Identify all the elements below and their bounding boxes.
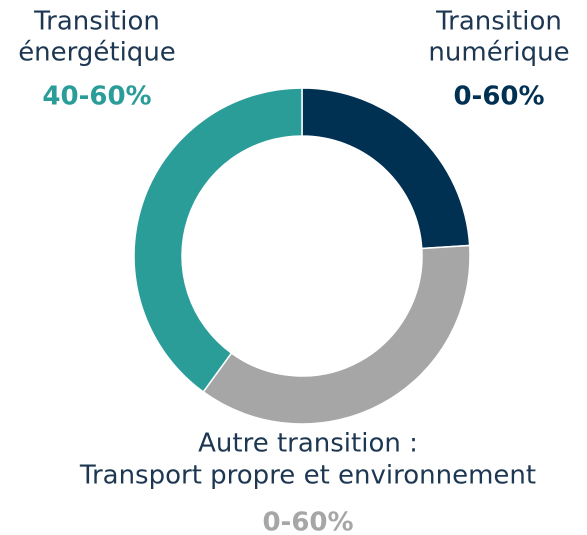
donut-segment: [202, 244, 471, 425]
category-label: Autre transition :: [198, 429, 418, 459]
category-label: Transition: [33, 7, 160, 37]
donut-segment: [301, 87, 471, 250]
category-label: Transition: [435, 7, 562, 37]
category-label: Transport propre et environnement: [79, 461, 536, 491]
donut-segment: [133, 87, 303, 393]
category-label: énergétique: [18, 38, 176, 68]
range-label: 40-60%: [42, 82, 151, 112]
range-label: 0-60%: [453, 82, 544, 112]
range-label: 0-60%: [262, 508, 353, 535]
category-label: numérique: [428, 38, 569, 68]
